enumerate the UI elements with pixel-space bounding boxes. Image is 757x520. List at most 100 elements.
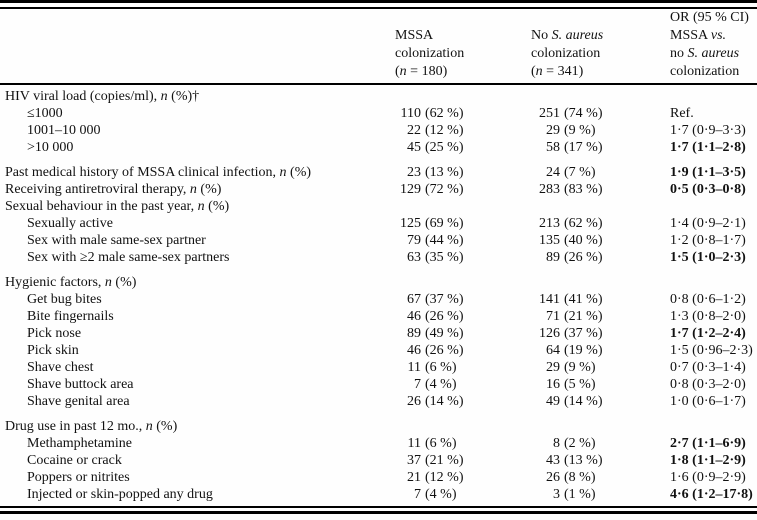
mssa-count: 7 (414, 487, 421, 502)
no-s-aureus-count: 64 (546, 343, 560, 358)
or-value: 1·7 (1·1–2·8) (670, 140, 746, 155)
or-value: 1·8 (1·1–2·9) (670, 453, 746, 468)
mssa-value: 110 (62 %) (395, 105, 531, 122)
no-s-aureus-percent: (19 %) (564, 343, 603, 358)
table-body: HIV viral load (copies/ml), n (%)† ≤1000… (0, 85, 757, 503)
row-label: Shave buttock area (27, 377, 134, 392)
or-value (670, 418, 757, 435)
no-s-aureus-percent: (21 %) (564, 309, 603, 324)
mssa-count: 26 (407, 394, 421, 409)
or-value: 1·0 (0·6–1·7) (670, 394, 746, 409)
mssa-count: 110 (400, 106, 421, 121)
row-label: Sexually active (27, 216, 113, 231)
no-s-aureus-value: 29 (9 %) (531, 122, 670, 139)
or-value: 1·7 (0·9–3·3) (670, 123, 746, 138)
mssa-value (395, 274, 531, 291)
mssa-value: 26 (14 %) (395, 393, 531, 410)
no-s-aureus-value: 135 (40 %) (531, 232, 670, 249)
no-s-aureus-percent: (40 %) (564, 233, 603, 248)
mssa-count: 125 (400, 216, 421, 231)
or-value: 0·8 (0·3–2·0) (670, 377, 746, 392)
row-label: Injected or skin-popped any drug (27, 487, 213, 502)
bottom-rule-thick (0, 511, 757, 514)
mssa-value: 11 (6 %) (395, 359, 531, 376)
or-value: 2·7 (1·1–6·9) (670, 436, 746, 451)
no-s-aureus-percent: (9 %) (564, 123, 596, 138)
mssa-percent: (35 %) (425, 250, 464, 265)
mssa-value (395, 418, 531, 435)
no-s-aureus-value: 283 (83 %) (531, 181, 670, 198)
or-value (670, 198, 757, 215)
mssa-value: 129 (72 %) (395, 181, 531, 198)
or-value: 1·6 (0·9–2·9) (670, 470, 746, 485)
no-s-aureus-percent: (26 %) (564, 250, 603, 265)
no-s-aureus-percent: (37 %) (564, 326, 603, 341)
mssa-count: 46 (407, 343, 421, 358)
no-s-aureus-value (531, 274, 670, 291)
mssa-count: 21 (407, 470, 421, 485)
row-label: Shave chest (27, 360, 94, 375)
mssa-value: 7 (4 %) (395, 376, 531, 393)
mssa-percent: (6 %) (425, 436, 457, 451)
mssa-value: 46 (26 %) (395, 342, 531, 359)
mssa-value: 22 (12 %) (395, 122, 531, 139)
no-s-aureus-count: 126 (539, 326, 560, 341)
no-s-aureus-count: 283 (539, 182, 560, 197)
mssa-percent: (26 %) (425, 343, 464, 358)
mssa-value (395, 88, 531, 105)
mssa-value: 21 (12 %) (395, 469, 531, 486)
no-s-aureus-value: 8 (2 %) (531, 435, 670, 452)
no-s-aureus-count: 29 (546, 123, 560, 138)
mssa-percent: (12 %) (425, 123, 464, 138)
mssa-percent: (26 %) (425, 309, 464, 324)
mssa-percent: (62 %) (425, 106, 464, 121)
mssa-percent: (49 %) (425, 326, 464, 341)
or-value: 1·5 (1·0–2·3) (670, 250, 746, 265)
or-value (670, 274, 757, 291)
table-row: Sex with male same-sex partner 79 (44 %) … (0, 232, 757, 249)
or-value: 0·5 (0·3–0·8) (670, 182, 746, 197)
row-label: Hygienic factors, n (%) (5, 275, 137, 290)
or-value: Ref. (670, 106, 694, 121)
or-value: 1·7 (1·2–2·4) (670, 326, 746, 341)
mssa-percent: (25 %) (425, 140, 464, 155)
no-s-aureus-value (531, 418, 670, 435)
mssa-count: 89 (407, 326, 421, 341)
table-row: Poppers or nitrites 21 (12 %) 26 (8 %) 1·6… (0, 469, 757, 486)
no-s-aureus-count: 89 (546, 250, 560, 265)
no-s-aureus-percent: (83 %) (564, 182, 603, 197)
no-s-aureus-value: 43 (13 %) (531, 452, 670, 469)
mssa-percent: (13 %) (425, 165, 464, 180)
table-row: Hygienic factors, n (%) (0, 274, 757, 291)
no-s-aureus-value: 58 (17 %) (531, 139, 670, 156)
mssa-count: 45 (407, 140, 421, 155)
table-row: HIV viral load (copies/ml), n (%)† (0, 88, 757, 105)
table-row: Sexually active 125 (69 %) 213 (62 %) 1·4 … (0, 215, 757, 232)
table-row: Shave buttock area 7 (4 %) 16 (5 %) 0·8 (0… (0, 376, 757, 393)
mssa-value: 46 (26 %) (395, 308, 531, 325)
mssa-count: 63 (407, 250, 421, 265)
no-s-aureus-percent: (17 %) (564, 140, 603, 155)
row-label: >10 000 (27, 140, 74, 155)
mssa-count: 46 (407, 309, 421, 324)
no-s-aureus-value (531, 88, 670, 105)
mssa-count: 79 (407, 233, 421, 248)
table-row: Past medical history of MSSA clinical in… (0, 164, 757, 181)
no-s-aureus-percent: (2 %) (564, 436, 596, 451)
no-s-aureus-count: 29 (546, 360, 560, 375)
mssa-value: 37 (21 %) (395, 452, 531, 469)
no-s-aureus-value: 16 (5 %) (531, 376, 670, 393)
no-s-aureus-count: 3 (553, 487, 560, 502)
table-row: Sexual behaviour in the past year, n (%) (0, 198, 757, 215)
table-row: ≤1000 110 (62 %) 251 (74 %) Ref. (0, 105, 757, 122)
or-value: 1·5 (0·96–2·3) (670, 343, 753, 358)
mssa-percent: (12 %) (425, 470, 464, 485)
no-s-aureus-count: 213 (539, 216, 560, 231)
mssa-value: 89 (49 %) (395, 325, 531, 342)
table-header: MSSA colonization (n = 180) No S. aureus co… (0, 9, 757, 83)
no-s-aureus-percent: (62 %) (564, 216, 603, 231)
table-row: Pick nose 89 (49 %) 126 (37 %) 1·7 (1·2–2·… (0, 325, 757, 342)
or-value: 1·3 (0·8–2·0) (670, 309, 746, 324)
no-s-aureus-value: 29 (9 %) (531, 359, 670, 376)
